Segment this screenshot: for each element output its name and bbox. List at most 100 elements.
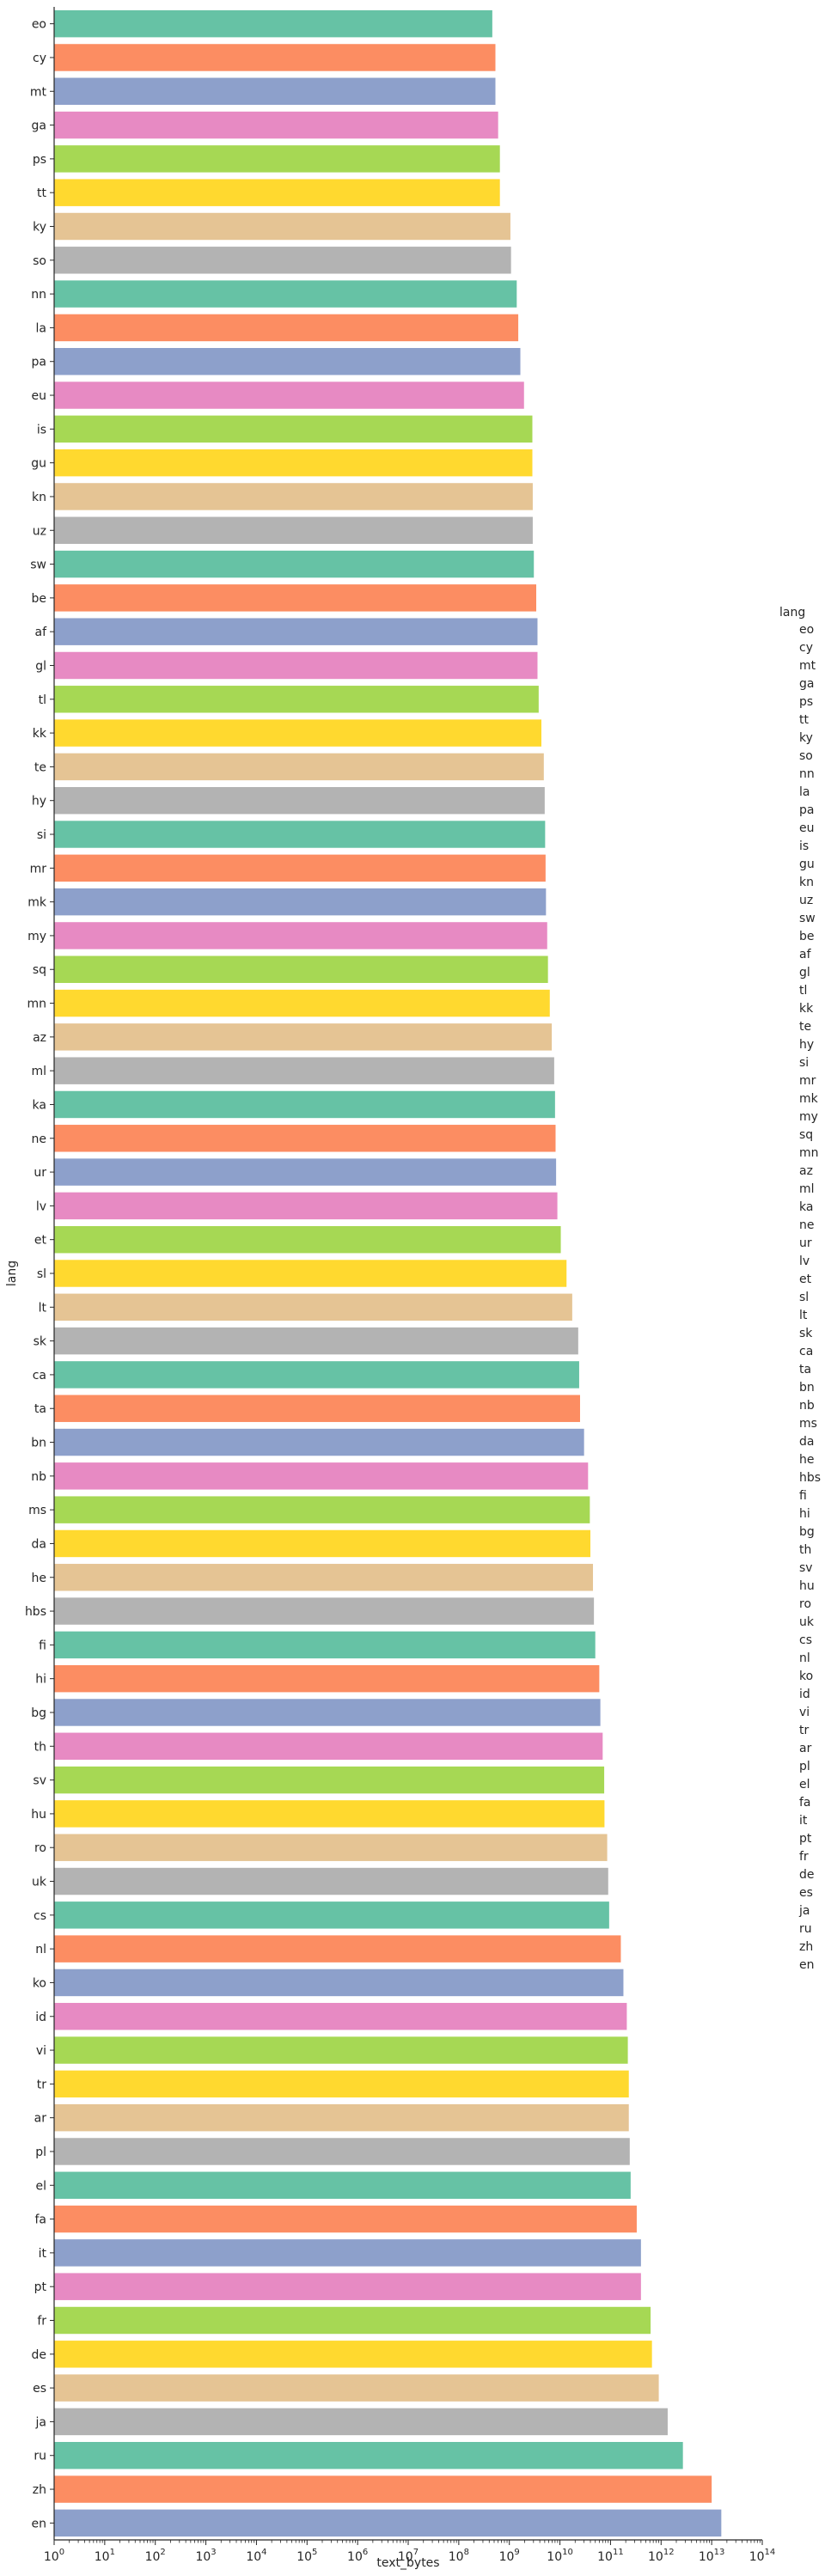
y-tick-label: pt <box>34 2280 47 2294</box>
legend-item-af: af <box>799 948 812 961</box>
legend-item-ro: ro <box>799 1597 811 1611</box>
y-tick-label: hi <box>35 1673 46 1687</box>
legend-item-is: is <box>799 839 809 853</box>
bar-fr <box>54 2306 651 2335</box>
y-tick-label: nn <box>31 288 46 302</box>
x-tick-label: 106 <box>347 2548 368 2564</box>
y-tick-label: ta <box>34 1402 46 1416</box>
bar-hbs <box>54 1597 595 1625</box>
y-tick-label: da <box>32 1537 46 1551</box>
legend-item-ko: ko <box>799 1670 813 1683</box>
legend-item-hy: hy <box>799 1038 814 1052</box>
bar-is <box>54 415 533 443</box>
y-tick-label: af <box>34 626 47 639</box>
bar-id <box>54 2003 627 2030</box>
bar-uz <box>54 516 533 544</box>
x-axis-label: text_bytes <box>376 2556 439 2570</box>
bar-kk <box>54 719 541 747</box>
bar-lv <box>54 1192 558 1220</box>
legend-item-hi: hi <box>799 1507 810 1521</box>
y-tick-label: he <box>32 1572 47 1585</box>
x-tick-label: 1011 <box>597 2548 624 2564</box>
y-tick-label: hu <box>31 1808 46 1822</box>
y-tick-label: id <box>35 2011 46 2024</box>
legend-item-nb: nb <box>799 1399 815 1413</box>
y-tick-label: ne <box>32 1132 47 1146</box>
y-tick-label: tl <box>39 693 46 707</box>
y-tick-label: mk <box>27 896 47 910</box>
legend-items: eo cy mt ga ps tt ky so nn la pa eu is gu kn uz sw be af gl… <box>798 623 821 1972</box>
legend-item-tr: tr <box>799 1724 809 1737</box>
y-tick-label: uk <box>32 1876 47 1889</box>
bar-tl <box>54 686 539 713</box>
legend-item-sv: sv <box>799 1561 813 1575</box>
y-tick-label: ga <box>32 119 46 133</box>
legend-item-hbs: hbs <box>799 1471 821 1485</box>
legend-item-it: it <box>799 1814 808 1828</box>
y-tick-label: ml <box>31 1065 46 1078</box>
y-tick-label: fa <box>34 2213 46 2227</box>
y-tick-label: my <box>27 930 46 943</box>
legend-item-ky: ky <box>799 731 813 745</box>
y-tick-label: vi <box>36 2044 46 2058</box>
y-tick-label: uz <box>33 524 46 538</box>
legend-item-tl: tl <box>799 984 807 998</box>
bar-hu <box>54 1800 605 1828</box>
legend-item-de: de <box>799 1868 815 1882</box>
y-tick-label: lv <box>36 1199 46 1213</box>
bar-el <box>54 2171 631 2200</box>
legend-item-my: my <box>799 1110 818 1124</box>
legend-item-sw: sw <box>799 912 816 925</box>
legend-item-ca: ca <box>799 1345 813 1358</box>
legend-item-fi: fi <box>799 1489 807 1503</box>
bar-bg <box>54 1699 601 1726</box>
legend-item-pa: pa <box>799 803 814 817</box>
legend-item-tt: tt <box>799 713 809 727</box>
y-tick-label: sk <box>34 1335 47 1349</box>
legend-item-sl: sl <box>799 1291 809 1304</box>
x-tick-label: 1012 <box>648 2548 675 2564</box>
bar-bn <box>54 1428 584 1456</box>
y-tick-label: ar <box>34 2112 47 2126</box>
bar-sl <box>54 1260 567 1287</box>
y-tick-label: tt <box>37 186 46 200</box>
y-tick-label: kk <box>33 727 47 741</box>
y-tick-label: ca <box>33 1369 46 1383</box>
bar-mk <box>54 888 547 916</box>
bar-mr <box>54 854 546 882</box>
legend-item-uk: uk <box>799 1615 815 1629</box>
legend-item-et: et <box>799 1273 812 1286</box>
legend-item-he: he <box>799 1453 815 1467</box>
y-tick-label: hy <box>32 795 46 809</box>
x-tick-label: 109 <box>499 2548 520 2564</box>
legend-item-kn: kn <box>799 876 814 889</box>
legend-item-mr: mr <box>799 1074 816 1088</box>
bar-cy <box>54 44 496 71</box>
bar-ne <box>54 1125 556 1152</box>
bar-ru <box>54 2442 683 2469</box>
y-tick-label: eu <box>32 389 47 403</box>
bar-so <box>54 247 511 274</box>
legend-item-mk: mk <box>799 1092 819 1106</box>
y-tick-label: sq <box>33 963 46 977</box>
bar-eu <box>54 382 524 409</box>
legend-item-cs: cs <box>799 1633 812 1647</box>
legend-item-gl: gl <box>799 966 810 980</box>
legend-item-si: si <box>799 1056 809 1070</box>
y-tick-label: nb <box>31 1470 46 1484</box>
bar-my <box>54 922 547 949</box>
bar-lt <box>54 1293 572 1322</box>
legend-item-ur: ur <box>799 1236 812 1250</box>
y-tick-label: bn <box>31 1437 46 1450</box>
bar-ar <box>54 2103 629 2132</box>
x-tick-label: 100 <box>44 2548 64 2564</box>
y-tick-label: el <box>35 2179 46 2193</box>
y-tick-label: mn <box>27 998 46 1011</box>
legend-item-uz: uz <box>799 894 813 907</box>
y-tick-label: mr <box>30 862 47 876</box>
bar-ms <box>54 1496 590 1523</box>
bar-ky <box>54 212 510 241</box>
legend-item-te: te <box>799 1020 811 1034</box>
y-tick-label: cy <box>33 52 46 65</box>
